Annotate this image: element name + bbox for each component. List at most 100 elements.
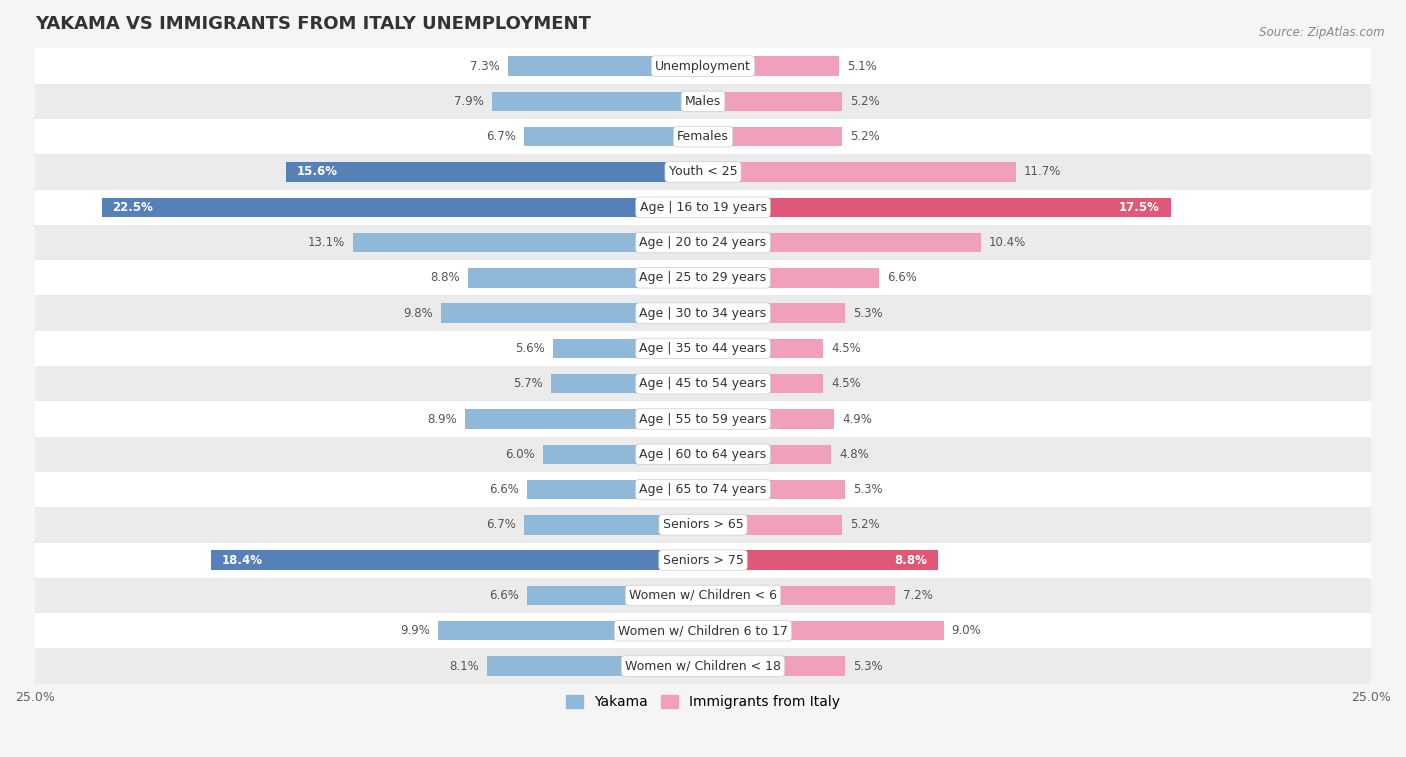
- Text: 6.0%: 6.0%: [505, 448, 534, 461]
- Bar: [554, 338, 703, 358]
- Text: Age | 65 to 74 years: Age | 65 to 74 years: [640, 483, 766, 496]
- Bar: [703, 374, 824, 394]
- Text: 6.7%: 6.7%: [486, 130, 516, 143]
- Bar: [353, 233, 703, 252]
- Bar: [35, 48, 1371, 84]
- Text: 22.5%: 22.5%: [112, 201, 153, 213]
- Bar: [703, 550, 938, 570]
- Bar: [439, 621, 703, 640]
- Text: 18.4%: 18.4%: [222, 553, 263, 567]
- Text: 8.8%: 8.8%: [894, 553, 928, 567]
- Text: 5.7%: 5.7%: [513, 377, 543, 390]
- Text: Age | 45 to 54 years: Age | 45 to 54 years: [640, 377, 766, 390]
- Text: Age | 20 to 24 years: Age | 20 to 24 years: [640, 236, 766, 249]
- Bar: [35, 613, 1371, 649]
- Text: 7.3%: 7.3%: [470, 60, 501, 73]
- Bar: [703, 162, 1015, 182]
- Bar: [527, 480, 703, 500]
- Text: Males: Males: [685, 95, 721, 108]
- Bar: [211, 550, 703, 570]
- Bar: [287, 162, 703, 182]
- Bar: [35, 543, 1371, 578]
- Bar: [703, 56, 839, 76]
- Text: Seniors > 75: Seniors > 75: [662, 553, 744, 567]
- Text: 6.7%: 6.7%: [486, 519, 516, 531]
- Text: Women w/ Children < 6: Women w/ Children < 6: [628, 589, 778, 602]
- Bar: [35, 649, 1371, 684]
- Bar: [35, 437, 1371, 472]
- Text: 5.2%: 5.2%: [851, 95, 880, 108]
- Text: 15.6%: 15.6%: [297, 166, 337, 179]
- Text: Source: ZipAtlas.com: Source: ZipAtlas.com: [1260, 26, 1385, 39]
- Legend: Yakama, Immigrants from Italy: Yakama, Immigrants from Italy: [561, 690, 845, 715]
- Text: YAKAMA VS IMMIGRANTS FROM ITALY UNEMPLOYMENT: YAKAMA VS IMMIGRANTS FROM ITALY UNEMPLOY…: [35, 15, 591, 33]
- Bar: [703, 338, 824, 358]
- Bar: [35, 119, 1371, 154]
- Text: 9.0%: 9.0%: [952, 625, 981, 637]
- Text: Age | 16 to 19 years: Age | 16 to 19 years: [640, 201, 766, 213]
- Bar: [35, 154, 1371, 189]
- Bar: [508, 56, 703, 76]
- Bar: [35, 225, 1371, 260]
- Bar: [703, 656, 845, 676]
- Text: 9.8%: 9.8%: [404, 307, 433, 319]
- Text: 4.9%: 4.9%: [842, 413, 872, 425]
- Bar: [703, 233, 981, 252]
- Bar: [703, 621, 943, 640]
- Text: 5.3%: 5.3%: [852, 483, 883, 496]
- Bar: [703, 127, 842, 146]
- Text: 5.6%: 5.6%: [516, 342, 546, 355]
- Text: Age | 60 to 64 years: Age | 60 to 64 years: [640, 448, 766, 461]
- Bar: [524, 516, 703, 534]
- Text: 6.6%: 6.6%: [489, 483, 519, 496]
- Bar: [35, 189, 1371, 225]
- Text: Women w/ Children < 18: Women w/ Children < 18: [626, 659, 780, 672]
- Bar: [465, 410, 703, 428]
- Bar: [101, 198, 703, 217]
- Text: Age | 25 to 29 years: Age | 25 to 29 years: [640, 271, 766, 285]
- Bar: [35, 260, 1371, 295]
- Text: 5.1%: 5.1%: [848, 60, 877, 73]
- Bar: [703, 304, 845, 322]
- Text: Unemployment: Unemployment: [655, 60, 751, 73]
- Bar: [703, 586, 896, 605]
- Bar: [35, 295, 1371, 331]
- Bar: [703, 410, 834, 428]
- Bar: [703, 444, 831, 464]
- Bar: [468, 268, 703, 288]
- Text: 5.3%: 5.3%: [852, 659, 883, 672]
- Text: 7.9%: 7.9%: [454, 95, 484, 108]
- Text: Seniors > 65: Seniors > 65: [662, 519, 744, 531]
- Text: 4.5%: 4.5%: [831, 377, 860, 390]
- Bar: [543, 444, 703, 464]
- Text: Females: Females: [678, 130, 728, 143]
- Bar: [527, 586, 703, 605]
- Bar: [703, 480, 845, 500]
- Bar: [524, 127, 703, 146]
- Text: 5.2%: 5.2%: [851, 130, 880, 143]
- Text: Women w/ Children 6 to 17: Women w/ Children 6 to 17: [619, 625, 787, 637]
- Bar: [35, 401, 1371, 437]
- Bar: [703, 92, 842, 111]
- Text: 10.4%: 10.4%: [988, 236, 1026, 249]
- Bar: [703, 268, 879, 288]
- Bar: [441, 304, 703, 322]
- Text: 8.8%: 8.8%: [430, 271, 460, 285]
- Text: 4.5%: 4.5%: [831, 342, 860, 355]
- Bar: [35, 578, 1371, 613]
- Text: Age | 30 to 34 years: Age | 30 to 34 years: [640, 307, 766, 319]
- Text: 11.7%: 11.7%: [1024, 166, 1062, 179]
- Bar: [551, 374, 703, 394]
- Text: 4.8%: 4.8%: [839, 448, 869, 461]
- Text: 8.1%: 8.1%: [449, 659, 478, 672]
- Text: 17.5%: 17.5%: [1119, 201, 1160, 213]
- Text: Youth < 25: Youth < 25: [669, 166, 737, 179]
- Bar: [35, 507, 1371, 543]
- Bar: [35, 366, 1371, 401]
- Text: 5.2%: 5.2%: [851, 519, 880, 531]
- Bar: [35, 84, 1371, 119]
- Text: 6.6%: 6.6%: [887, 271, 917, 285]
- Text: 7.2%: 7.2%: [904, 589, 934, 602]
- Bar: [492, 92, 703, 111]
- Text: Age | 55 to 59 years: Age | 55 to 59 years: [640, 413, 766, 425]
